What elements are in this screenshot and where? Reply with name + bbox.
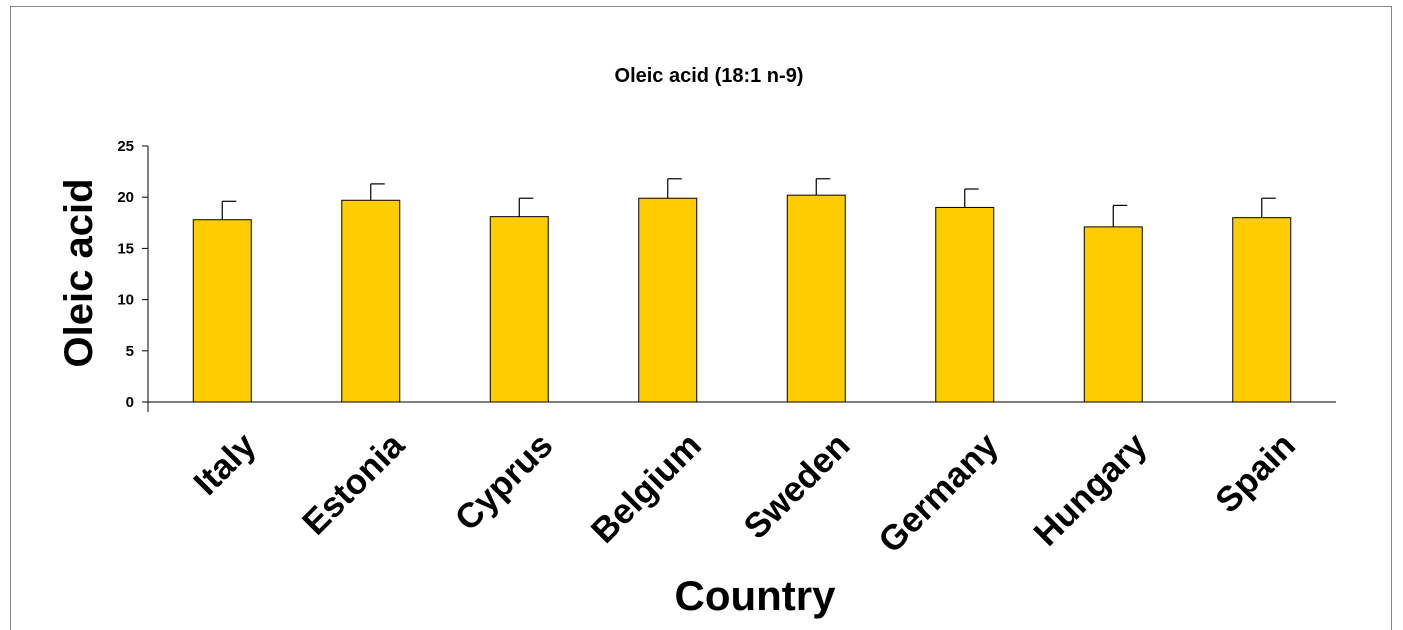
bar-belgium: [638, 197, 698, 403]
error-bar-germany: [964, 188, 979, 208]
bar-sweden: [786, 194, 846, 403]
y-tick-label: 5: [126, 343, 134, 360]
y-tick-label: 15: [117, 240, 134, 257]
error-bar-estonia: [370, 183, 385, 201]
error-bar-spain: [1261, 197, 1276, 218]
y-tick-label: 10: [117, 292, 134, 309]
x-tick-label-sweden: Sweden: [736, 426, 857, 547]
error-bar-cyprus: [518, 197, 534, 217]
x-tick-label-estonia: Estonia: [295, 425, 412, 542]
error-bar-sweden: [815, 178, 831, 196]
bar-germany: [935, 206, 995, 403]
bars: [192, 194, 1292, 403]
x-axis-title: Country: [675, 572, 837, 619]
bar-estonia: [341, 199, 401, 403]
chart-title: Oleic acid (18:1 n-9): [615, 65, 804, 87]
bar-spain: [1232, 217, 1292, 403]
y-tick-label: 20: [117, 189, 134, 206]
error-bar-hungary: [1112, 204, 1128, 227]
x-tick-label-cyprus: Cyprus: [448, 426, 561, 539]
x-tick-label-hungary: Hungary: [1026, 425, 1154, 553]
y-tick-label: 25: [117, 138, 134, 155]
bar-cyprus: [489, 216, 549, 403]
bar-hungary: [1083, 226, 1143, 403]
x-tick-label-belgium: Belgium: [584, 426, 709, 551]
x-tick-label-germany: Germany: [871, 425, 1006, 560]
chart-frame: [10, 6, 1392, 630]
x-tick-label-spain: Spain: [1208, 426, 1303, 521]
bar-italy: [192, 219, 252, 403]
y-axis-title: Oleic acid: [57, 179, 101, 368]
error-bar-italy: [221, 200, 237, 220]
y-axis: 0 5 10 15 20 25: [117, 138, 149, 412]
y-tick-label: 0: [126, 394, 134, 411]
x-tick-label-italy: Italy: [186, 425, 263, 502]
x-tick-labels: Italy Estonia Cyprus Belgium Sweden Germany Hu…: [186, 425, 1303, 560]
error-bar-belgium: [667, 178, 682, 199]
error-bars: [221, 178, 1276, 227]
